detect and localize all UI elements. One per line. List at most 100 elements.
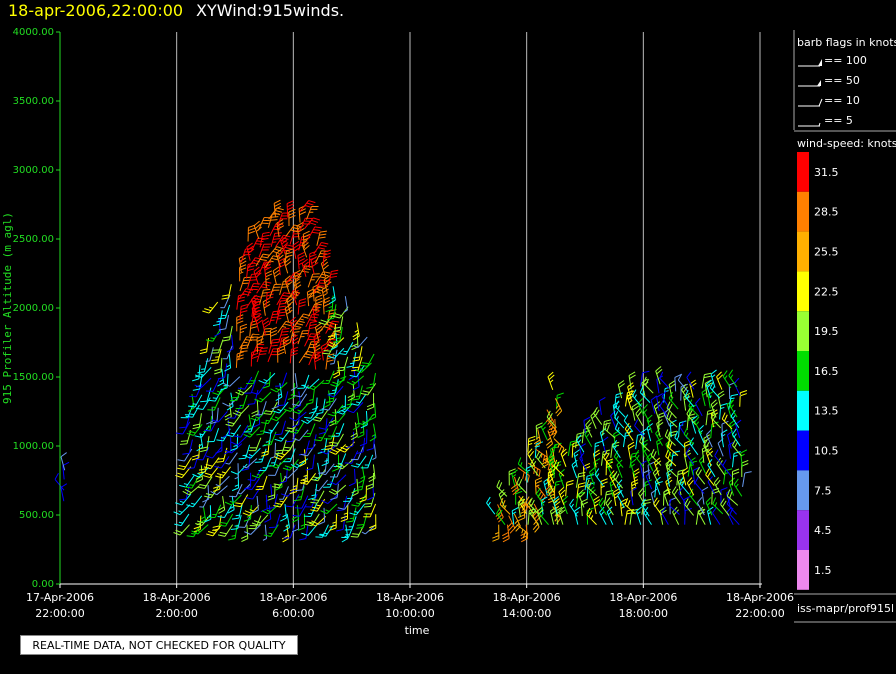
- wind-barb: [583, 416, 591, 435]
- wind-barb: [195, 514, 212, 526]
- wind-barb: [256, 335, 264, 353]
- wind-barb: [332, 327, 343, 343]
- wind-barb: [301, 413, 319, 424]
- wind-barb: [281, 524, 290, 543]
- wind-barb: [654, 476, 661, 496]
- wind-barb: [352, 385, 363, 401]
- wind-barb: [631, 402, 639, 421]
- wind-barb: [614, 422, 627, 439]
- wind-barb: [277, 391, 289, 407]
- wind-barb: [267, 246, 284, 258]
- wind-barb: [179, 475, 195, 488]
- wind-barb: [275, 234, 291, 248]
- wind-barb: [208, 504, 222, 518]
- wind-barb: [307, 379, 325, 391]
- wind-barb: [348, 468, 356, 487]
- wind-barb: [251, 514, 269, 526]
- wind-barb: [733, 377, 741, 397]
- wind-barb: [683, 427, 694, 445]
- x-tick-time: 18:00:00: [619, 607, 668, 620]
- wind-barb: [321, 370, 335, 385]
- wind-barb: [242, 504, 260, 517]
- wind-barb: [269, 223, 284, 237]
- wind-barb: [197, 358, 209, 374]
- wind-barb: [713, 477, 722, 496]
- wind-barb: [233, 424, 249, 438]
- wind-barb: [308, 397, 318, 414]
- wind-barb: [187, 454, 199, 469]
- wind-barb: [282, 438, 297, 452]
- wind-barb: [678, 486, 687, 505]
- wind-barb: [217, 368, 225, 387]
- wind-barb: [289, 411, 307, 422]
- wind-barb: [548, 455, 555, 475]
- wind-barb: [533, 429, 542, 448]
- x-tick-time: 6:00:00: [272, 607, 314, 620]
- wind-barb: [314, 479, 328, 492]
- wind-barb: [261, 411, 276, 425]
- wind-barb: [320, 503, 338, 515]
- wind-barb: [175, 421, 191, 435]
- colorbar-label: 13.5: [814, 405, 839, 418]
- wind-barb: [231, 473, 240, 492]
- wind-barb: [329, 286, 336, 305]
- wind-barb: [207, 397, 221, 411]
- wind-barb: [256, 347, 268, 363]
- wind-barb: [585, 479, 598, 497]
- wind-barb: [268, 338, 280, 354]
- wind-barb: [496, 479, 508, 497]
- wind-barb: [217, 505, 232, 519]
- wind-barb: [286, 200, 294, 218]
- wind-barb: [569, 498, 578, 517]
- wind-barb: [666, 401, 677, 419]
- wind-barb: [328, 484, 347, 495]
- wind-barb: [235, 384, 253, 396]
- wind-barb: [298, 350, 314, 364]
- wind-barb: [366, 434, 376, 451]
- wind-barb: [199, 505, 207, 524]
- wind-barb: [244, 379, 257, 394]
- wind-barb: [229, 483, 243, 498]
- wind-barb: [222, 325, 233, 342]
- wind-barb: [217, 524, 234, 537]
- wind-barb: [247, 224, 256, 242]
- wind-barb: [255, 313, 263, 332]
- wind-barb: [614, 392, 623, 409]
- wind-barb: [614, 411, 625, 429]
- wind-barb: [211, 339, 224, 354]
- wind-barb: [686, 407, 697, 426]
- wind-barb: [211, 411, 228, 423]
- wind-barb: [344, 516, 357, 531]
- wind-barb: [337, 366, 346, 384]
- wind-barb: [210, 407, 219, 425]
- wind-barb: [613, 471, 623, 489]
- wind-barb: [669, 419, 677, 438]
- wind-barb: [205, 347, 214, 362]
- wind-barb: [733, 478, 743, 497]
- x-axis-label: time: [405, 624, 430, 637]
- wind-barb: [173, 524, 190, 536]
- wind-barb: [232, 405, 250, 416]
- wind-barb: [639, 386, 651, 403]
- wind-barb: [215, 466, 231, 479]
- wind-barb: [241, 524, 249, 543]
- wind-barb: [218, 513, 234, 527]
- colorbar-label: 16.5: [814, 365, 839, 378]
- wind-barb: [304, 333, 318, 347]
- wind-barb: [676, 469, 686, 486]
- wind-barb: [617, 489, 625, 509]
- wind-barb: [527, 508, 537, 525]
- wind-barb: [635, 506, 643, 525]
- wind-barb: [277, 345, 285, 363]
- wind-barb: [336, 403, 353, 415]
- wind-barb: [528, 497, 540, 515]
- wind-barb: [272, 475, 287, 489]
- colorbar-label: 4.5: [814, 524, 832, 537]
- wind-barb: [349, 503, 366, 516]
- wind-barb: [605, 497, 614, 516]
- wind-barb: [243, 447, 261, 459]
- wind-barb: [683, 496, 691, 514]
- wind-barb: [285, 224, 302, 237]
- wind-barb: [728, 393, 739, 410]
- wind-barb: [674, 431, 685, 448]
